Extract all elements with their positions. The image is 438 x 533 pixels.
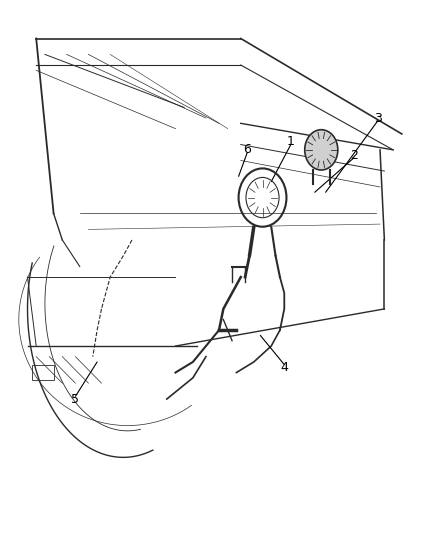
Text: 6: 6 (244, 143, 251, 156)
Circle shape (305, 130, 338, 170)
Text: 3: 3 (374, 111, 382, 125)
Text: 2: 2 (350, 149, 358, 161)
Text: 5: 5 (71, 393, 79, 406)
Text: 1: 1 (287, 135, 295, 148)
Text: 4: 4 (280, 361, 288, 374)
